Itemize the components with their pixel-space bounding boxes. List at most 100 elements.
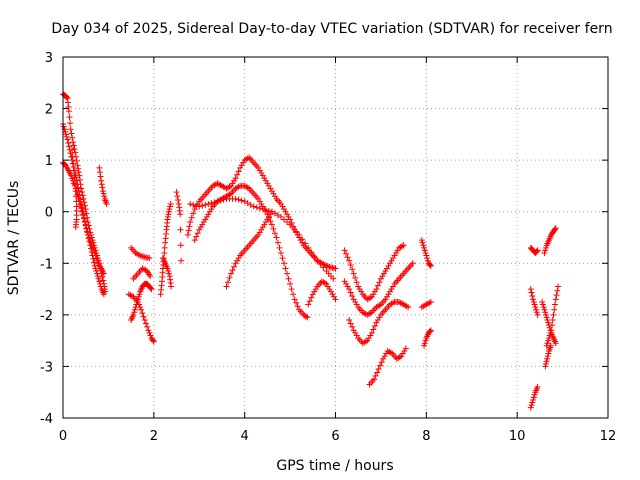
data-point <box>545 337 552 344</box>
data-point <box>135 293 142 300</box>
data-point <box>547 329 554 336</box>
data-point <box>353 279 360 286</box>
data-point <box>73 158 80 165</box>
data-point <box>527 286 534 293</box>
data-point <box>100 291 107 298</box>
data-point <box>349 323 356 330</box>
data-point <box>549 317 556 324</box>
data-point <box>73 198 80 205</box>
series-arc-y <box>527 244 541 256</box>
data-point <box>542 311 549 318</box>
data-point <box>531 391 538 398</box>
data-point <box>99 184 106 191</box>
data-point <box>191 237 198 244</box>
series-arc-g <box>128 280 155 324</box>
data-point <box>232 175 239 182</box>
data-point <box>205 200 212 207</box>
data-point <box>308 294 315 301</box>
data-point <box>421 244 428 251</box>
data-point <box>167 203 174 210</box>
data-point <box>88 239 95 246</box>
series-arc-bb <box>541 225 559 256</box>
data-point <box>238 197 245 204</box>
data-point <box>98 181 105 188</box>
data-point <box>349 266 356 273</box>
data-point <box>421 342 428 349</box>
data-point <box>265 207 272 214</box>
y-axis-label: SDTVAR / TECUs <box>6 181 22 296</box>
data-point <box>146 255 153 262</box>
data-point <box>293 228 300 235</box>
data-point <box>190 210 197 217</box>
data-point <box>539 298 546 305</box>
data-point <box>85 231 92 238</box>
data-point <box>299 236 306 243</box>
data-point <box>284 270 291 277</box>
data-point <box>350 270 357 277</box>
data-point <box>375 366 382 373</box>
data-point <box>70 180 77 187</box>
data-point <box>80 195 87 202</box>
series-arc-z <box>527 286 541 318</box>
data-point <box>544 355 551 362</box>
data-point <box>76 172 83 179</box>
data-point <box>217 197 224 204</box>
data-point <box>146 329 153 336</box>
data-point <box>76 176 83 183</box>
data-point <box>78 205 85 212</box>
data-point <box>69 146 76 153</box>
data-point <box>418 237 425 244</box>
data-point <box>344 254 351 261</box>
data-point <box>402 345 409 352</box>
data-point <box>225 279 232 286</box>
data-point <box>424 257 431 264</box>
y-tick-label: 2 <box>45 103 53 118</box>
data-point <box>71 174 78 181</box>
data-point <box>69 153 76 160</box>
data-point <box>95 275 102 282</box>
data-point <box>341 247 348 254</box>
data-point <box>166 206 173 213</box>
data-point <box>370 326 377 333</box>
data-point <box>544 340 551 347</box>
data-point <box>64 136 71 143</box>
series-arc-v <box>418 237 434 269</box>
data-point <box>168 283 175 290</box>
y-tick-label: 0 <box>45 206 53 221</box>
data-point <box>86 234 93 241</box>
data-point <box>542 244 549 251</box>
y-tick-label: -1 <box>40 257 53 272</box>
data-point <box>190 201 197 208</box>
data-point <box>66 143 73 150</box>
data-point <box>268 221 275 228</box>
data-point <box>296 231 303 238</box>
data-point <box>150 337 157 344</box>
data-point <box>89 242 96 249</box>
data-point <box>349 292 356 299</box>
data-point <box>419 239 426 246</box>
series-arc-u <box>366 345 409 388</box>
x-tick-label: 10 <box>509 429 526 444</box>
data-point <box>175 197 182 204</box>
data-point <box>96 278 103 285</box>
data-point <box>79 212 86 219</box>
data-point <box>81 202 88 209</box>
data-point <box>147 285 154 292</box>
data-point <box>545 319 552 326</box>
data-point <box>293 299 300 306</box>
data-point <box>138 306 145 313</box>
data-point <box>372 372 379 379</box>
data-point <box>79 208 86 215</box>
data-point <box>276 244 283 251</box>
data-point <box>60 123 67 130</box>
data-point <box>68 130 75 137</box>
data-point <box>72 149 79 156</box>
data-point <box>177 242 184 249</box>
data-point <box>185 227 192 234</box>
data-point <box>100 190 107 197</box>
data-point <box>320 264 327 271</box>
data-point <box>82 222 89 229</box>
data-point <box>65 108 72 115</box>
data-point <box>343 250 350 257</box>
